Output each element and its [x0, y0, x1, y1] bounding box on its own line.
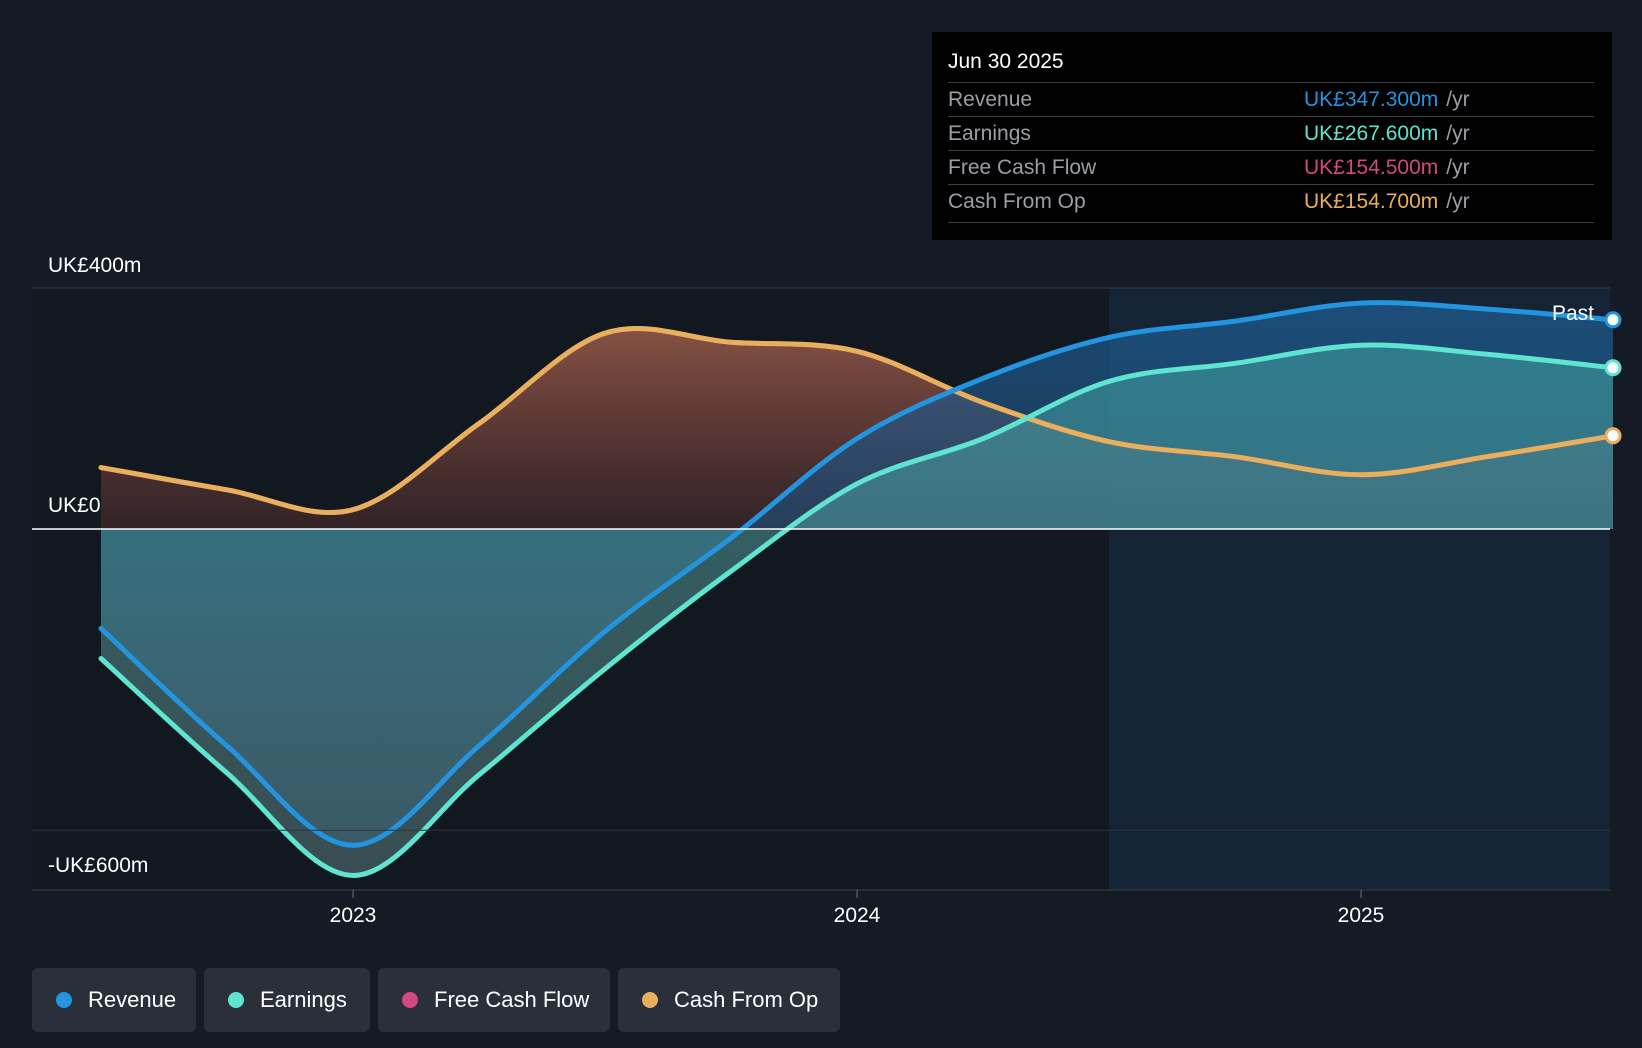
legend-item-free-cash-flow[interactable]: Free Cash Flow — [378, 968, 610, 1032]
revenue-dot-icon — [56, 992, 72, 1008]
cash-from-op-dot-icon — [642, 992, 658, 1008]
endpoint-cash-from-op — [1604, 427, 1622, 445]
tooltip-unit: /yr — [1446, 122, 1470, 145]
endpoint-revenue — [1604, 311, 1622, 329]
x-tick-label: 2025 — [1338, 904, 1385, 927]
tooltip-date: Jun 30 2025 — [948, 50, 1064, 73]
y-tick-label: UK£0 — [48, 494, 101, 517]
x-tick-label: 2023 — [330, 904, 377, 927]
tooltip-label: Revenue — [948, 88, 1033, 111]
tooltip-row-free-cash-flow: Free Cash Flow UK£154.500m/yr — [948, 150, 1594, 185]
legend-item-earnings[interactable]: Earnings — [204, 968, 370, 1032]
tooltip-unit: /yr — [1446, 156, 1470, 179]
line-earnings — [98, 342, 1616, 878]
line-revenue — [98, 300, 1616, 848]
tooltip-row-cash-from-op: Cash From Op UK£154.700m/yr — [948, 184, 1594, 219]
tooltip-value: UK£154.700m — [1304, 190, 1439, 213]
legend-label: Cash From Op — [674, 987, 819, 1012]
past-label: Past — [1552, 302, 1594, 325]
legend-item-revenue[interactable]: Revenue — [32, 968, 196, 1032]
tooltip-divider — [948, 222, 1594, 223]
endpoint-earnings — [1604, 359, 1622, 377]
tooltip-value: UK£267.600m — [1304, 122, 1439, 145]
tooltip-unit: /yr — [1446, 190, 1470, 213]
earnings-dot-icon — [228, 992, 244, 1008]
y-tick-label: UK£400m — [48, 254, 141, 277]
tooltip: Jun 30 2025 Revenue UK£347.300m/yr Earni… — [932, 32, 1612, 240]
x-tick-label: 2024 — [834, 904, 881, 927]
tooltip-label: Free Cash Flow — [948, 156, 1097, 179]
legend-label: Earnings — [260, 987, 347, 1012]
line-cash-from-op — [98, 325, 1616, 516]
tooltip-label: Earnings — [948, 122, 1031, 145]
y-tick-label: -UK£600m — [48, 854, 148, 877]
tooltip-unit: /yr — [1446, 88, 1470, 111]
tooltip-row-earnings: Earnings UK£267.600m/yr — [948, 116, 1594, 151]
tooltip-value: UK£347.300m — [1304, 88, 1439, 111]
tooltip-label: Cash From Op — [948, 190, 1086, 213]
legend-label: Free Cash Flow — [434, 987, 590, 1012]
legend-item-cash-from-op[interactable]: Cash From Op — [618, 968, 840, 1032]
legend-label: Revenue — [88, 987, 177, 1012]
tooltip-value: UK£154.500m — [1304, 156, 1439, 179]
free-cash-flow-dot-icon — [402, 992, 418, 1008]
tooltip-row-revenue: Revenue UK£347.300m/yr — [948, 82, 1594, 117]
